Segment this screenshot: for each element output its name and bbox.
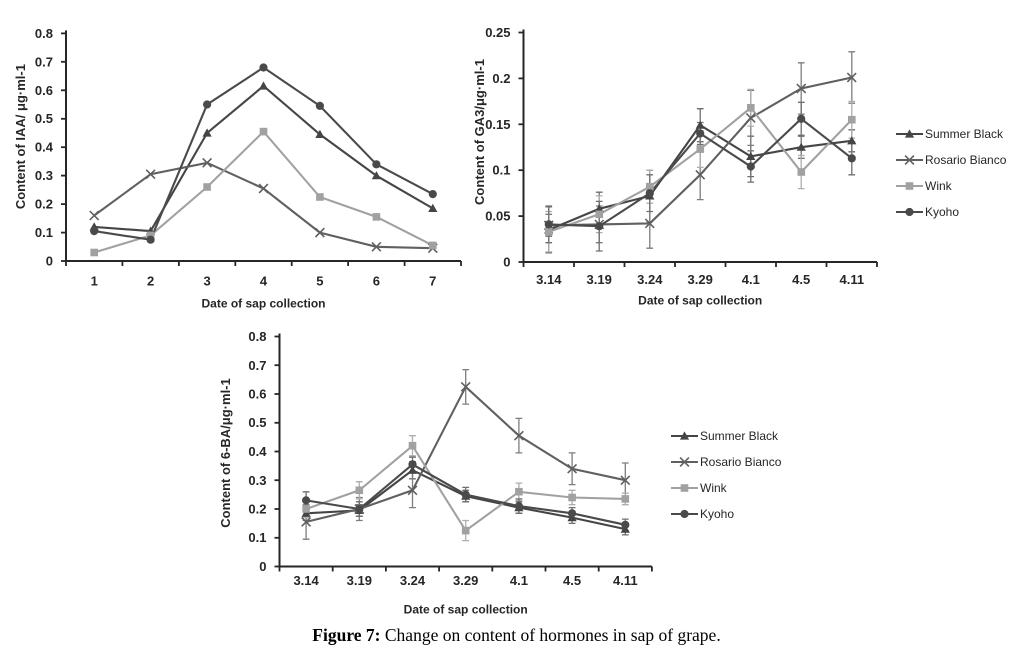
svg-text:4.11: 4.11 — [840, 272, 865, 287]
svg-text:0.1: 0.1 — [492, 163, 510, 178]
svg-text:1: 1 — [91, 274, 98, 289]
svg-text:0.3: 0.3 — [35, 168, 53, 183]
svg-text:0.7: 0.7 — [35, 54, 53, 69]
svg-text:4.11: 4.11 — [613, 573, 638, 588]
svg-text:0.5: 0.5 — [248, 415, 266, 430]
svg-text:Wink: Wink — [700, 481, 728, 495]
svg-text:Summer Black: Summer Black — [925, 127, 1004, 141]
svg-text:4.1: 4.1 — [742, 272, 760, 287]
svg-text:0.8: 0.8 — [35, 26, 53, 41]
svg-text:7: 7 — [429, 274, 436, 289]
svg-text:3.29: 3.29 — [453, 573, 478, 588]
svg-text:Rosario Bianco: Rosario Bianco — [925, 153, 1007, 167]
svg-text:0.5: 0.5 — [35, 111, 53, 126]
svg-text:3.14: 3.14 — [536, 272, 562, 287]
svg-text:3: 3 — [203, 274, 210, 289]
svg-text:Content of 6-BA/μg·ml-1: Content of 6-BA/μg·ml-1 — [218, 378, 233, 528]
svg-text:0.3: 0.3 — [248, 473, 266, 488]
svg-text:Date of sap collection: Date of sap collection — [201, 297, 325, 311]
svg-text:Summer Black: Summer Black — [700, 429, 779, 443]
svg-text:0.1: 0.1 — [248, 530, 266, 545]
svg-text:Date of sap collection: Date of sap collection — [404, 603, 528, 617]
svg-text:0.6: 0.6 — [35, 83, 53, 98]
svg-text:5: 5 — [316, 274, 323, 289]
svg-text:0.2: 0.2 — [492, 71, 510, 86]
svg-text:0.05: 0.05 — [485, 209, 510, 224]
svg-text:0.4: 0.4 — [35, 140, 54, 155]
svg-text:4.1: 4.1 — [510, 573, 528, 588]
svg-text:Content of GA3/μg·ml-1: Content of GA3/μg·ml-1 — [472, 59, 487, 205]
svg-text:0: 0 — [46, 254, 53, 269]
svg-text:3.14: 3.14 — [293, 573, 319, 588]
svg-text:0.25: 0.25 — [485, 25, 510, 40]
svg-text:0: 0 — [503, 255, 510, 270]
svg-text:Date of sap collection: Date of sap collection — [638, 294, 762, 308]
svg-text:Content of IAA/ μg·ml-1: Content of IAA/ μg·ml-1 — [13, 64, 28, 209]
svg-text:3.29: 3.29 — [688, 272, 713, 287]
svg-text:Rosario Bianco: Rosario Bianco — [700, 455, 782, 469]
svg-text:3.24: 3.24 — [637, 272, 663, 287]
svg-text:6: 6 — [373, 274, 380, 289]
svg-text:0: 0 — [259, 559, 266, 574]
svg-text:0.6: 0.6 — [248, 387, 266, 402]
svg-text:0.1: 0.1 — [35, 225, 53, 240]
svg-text:3.19: 3.19 — [587, 272, 612, 287]
svg-text:0.8: 0.8 — [248, 329, 266, 344]
svg-text:0.15: 0.15 — [485, 117, 510, 132]
svg-text:0.2: 0.2 — [248, 502, 266, 517]
svg-text:0.2: 0.2 — [35, 197, 53, 212]
svg-text:4.5: 4.5 — [563, 573, 581, 588]
svg-text:4: 4 — [260, 274, 268, 289]
svg-text:0.7: 0.7 — [248, 358, 266, 373]
svg-text:2: 2 — [147, 274, 154, 289]
svg-text:Kyoho: Kyoho — [700, 507, 734, 521]
svg-text:Kyoho: Kyoho — [925, 205, 959, 219]
svg-text:0.4: 0.4 — [248, 444, 267, 459]
svg-text:3.19: 3.19 — [347, 573, 372, 588]
svg-text:4.5: 4.5 — [792, 272, 810, 287]
svg-text:Wink: Wink — [925, 179, 953, 193]
svg-text:3.24: 3.24 — [400, 573, 426, 588]
